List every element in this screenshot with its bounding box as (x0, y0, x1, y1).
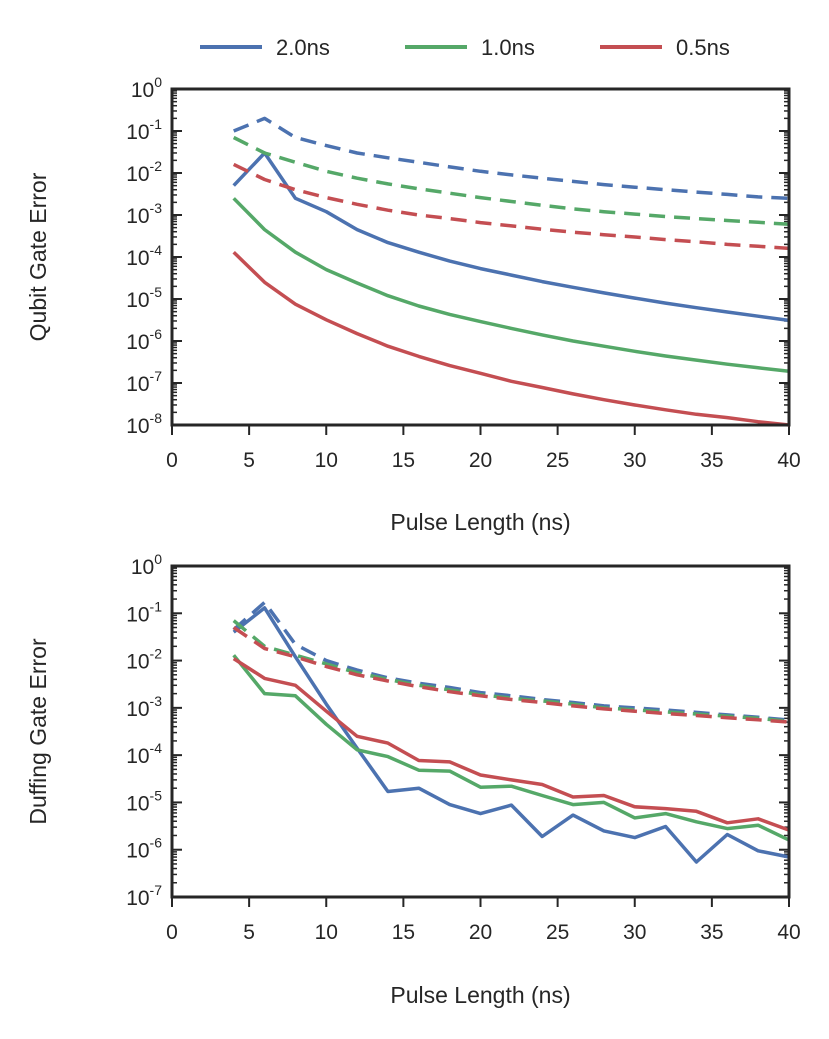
qubit-x-tick-label: 10 (315, 449, 338, 472)
qubit-x-tick-label: 40 (777, 449, 800, 472)
legend-label-05ns: 0.5ns (676, 35, 730, 60)
legend-label-1ns: 1.0ns (481, 35, 535, 60)
qubit-series-10ns-solid (232, 197, 790, 374)
qubit-x-axis-title: Pulse Length (ns) (390, 509, 570, 535)
qubit-y-axis-title: Qubit Gate Error (25, 172, 51, 341)
qubit-x-tick-label: 35 (700, 449, 723, 472)
duffing-x-tick-label: 35 (700, 921, 723, 944)
qubit-y-tick-label: 10-5 (126, 284, 162, 312)
duffing-y-tick-label: 10-5 (126, 787, 162, 815)
duffing-x-tick-label: 0 (166, 921, 178, 944)
duffing-x-tick-label: 40 (777, 921, 800, 944)
duffing-y-tick-label: 10-1 (126, 598, 162, 626)
duffing-x-tick-label: 25 (546, 921, 569, 944)
qubit-series-20ns-solid (232, 151, 790, 323)
qubit-y-tick-label: 10-8 (126, 410, 162, 438)
qubit-x-tick-label: 25 (546, 449, 569, 472)
duffing-y-axis-title: Duffing Gate Error (25, 638, 51, 825)
qubit-x-tick-label: 0 (166, 449, 178, 472)
qubit-y-tick-label: 10-7 (126, 368, 162, 396)
duffing-x-tick-label: 10 (315, 921, 338, 944)
qubit-plot-frame (170, 87, 791, 427)
qubit-series-10ns-dashed (232, 135, 790, 227)
qubit-series-20ns-dashed (233, 116, 790, 201)
qubit-x-tick-label: 5 (243, 449, 255, 472)
legend: 2.0ns 1.0ns 0.5ns (200, 35, 730, 60)
duffing-x-tick-label: 20 (469, 921, 492, 944)
duffing-x-tick-label: 5 (243, 921, 255, 944)
duffing-y-tick-label: 10-2 (126, 646, 162, 674)
duffing-y-tick-label: 100 (131, 551, 162, 579)
qubit-series-05ns-solid (232, 250, 790, 427)
qubit-gate-error-panel: 10-8 10-7 10-6 10-5 10-4 10-3 10-2 10-1 100 0 5 10 1… (25, 74, 801, 535)
duffing-x-axis-title: Pulse Length (ns) (390, 982, 570, 1008)
duffing-x-tick-label: 30 (623, 921, 646, 944)
duffing-series-10ns-solid (232, 654, 790, 842)
legend-label-2ns: 2.0ns (276, 35, 330, 60)
qubit-y-tick-label: 10-6 (126, 326, 162, 354)
qubit-x-tick-label: 30 (623, 449, 646, 472)
qubit-y-tick-label: 10-2 (126, 158, 162, 186)
qubit-series-05ns-dashed (232, 162, 790, 251)
duffing-series-20ns-solid (232, 606, 790, 864)
legend-entry-05ns: 0.5ns (600, 35, 730, 60)
qubit-y-tick-label: 100 (131, 74, 162, 102)
duffing-y-tick-label: 10-4 (126, 740, 162, 768)
duffing-y-tick-label: 10-3 (126, 693, 162, 721)
duffing-series-05ns-dashed (232, 626, 790, 724)
qubit-y-tick-label: 10-4 (126, 242, 162, 270)
legend-entry-2ns: 2.0ns (200, 35, 330, 60)
qubit-x-tick-label: 20 (469, 449, 492, 472)
duffing-series-05ns-solid (232, 657, 790, 832)
duffing-gate-error-panel: 10-7 10-6 10-5 10-4 10-3 10-2 10-1 100 0 5 10 15 20 2… (25, 551, 801, 1008)
duffing-y-tick-label: 10-7 (126, 882, 162, 910)
duffing-y-tick-label: 10-6 (126, 835, 162, 863)
duffing-plot-frame (170, 564, 791, 899)
qubit-y-tick-label: 10-1 (126, 116, 162, 144)
qubit-x-tick-label: 15 (392, 449, 415, 472)
duffing-series-10ns-dashed (232, 619, 790, 724)
duffing-x-tick-label: 15 (392, 921, 415, 944)
qubit-y-tick-label: 10-3 (126, 200, 162, 228)
legend-entry-1ns: 1.0ns (405, 35, 535, 60)
